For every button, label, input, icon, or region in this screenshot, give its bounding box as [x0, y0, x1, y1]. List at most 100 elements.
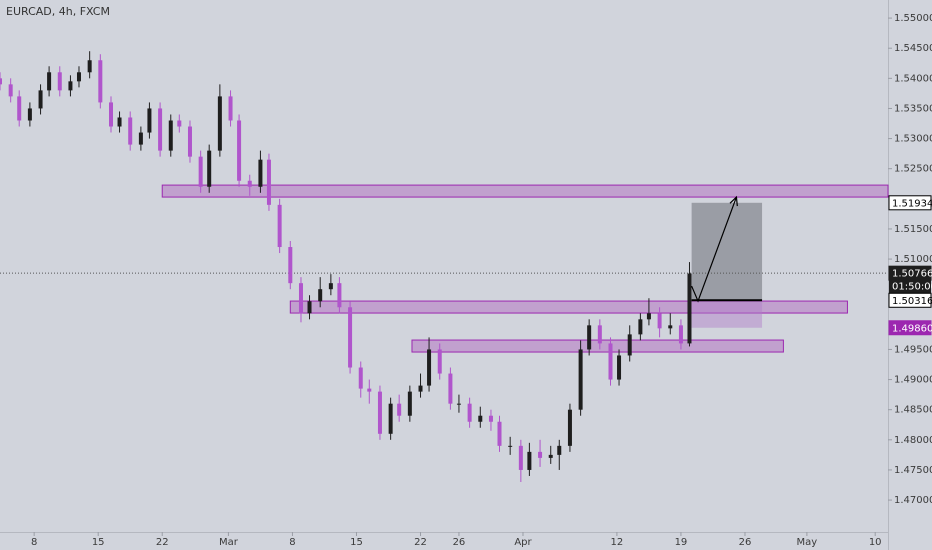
- candle-body: [247, 180, 252, 187]
- candle-body: [678, 325, 683, 344]
- candle-body: [388, 403, 393, 434]
- candle-body: [488, 415, 493, 422]
- candle-body: [467, 403, 472, 422]
- candle-body: [427, 349, 432, 386]
- chart-title: EURCAD, 4h, FXCM: [6, 5, 110, 18]
- candle-body: [38, 90, 43, 109]
- y-tick-label: 1.54000: [894, 73, 932, 84]
- x-tick-label: 10: [869, 537, 882, 548]
- arrow-head: [729, 195, 738, 207]
- candle-body: [597, 325, 602, 344]
- countdown-bg: [889, 280, 931, 294]
- x-tick-label: 15: [350, 537, 363, 548]
- y-tick-label: 1.48500: [894, 405, 932, 416]
- x-tick-label: 22: [156, 537, 169, 548]
- candle-body: [98, 60, 103, 103]
- candle-body: [68, 81, 73, 91]
- candle-body: [587, 325, 592, 350]
- x-tick-label: Mar: [219, 537, 239, 548]
- candle-body: [328, 283, 333, 290]
- candle-body: [627, 334, 632, 356]
- candle-body: [237, 120, 242, 181]
- candle-body: [657, 313, 662, 329]
- zone: [289, 300, 848, 314]
- entry-label-bg: [888, 292, 932, 308]
- candle-body: [168, 120, 173, 151]
- candle-body: [288, 247, 293, 284]
- y-tick-label: 1.51500: [894, 224, 932, 235]
- candle-body: [27, 108, 32, 121]
- x-tick-label: 12: [611, 537, 624, 548]
- candle-body: [128, 117, 133, 145]
- candle-body: [668, 325, 673, 329]
- candle-body: [527, 451, 532, 470]
- candle-body: [138, 132, 143, 145]
- candle-body: [318, 289, 323, 302]
- candle-body: [518, 445, 523, 470]
- zone: [411, 339, 784, 353]
- x-tick-label: May: [797, 537, 818, 548]
- candle-body: [0, 78, 2, 85]
- candle-body: [437, 349, 442, 374]
- target-box: [691, 202, 763, 301]
- x-tick-label: 19: [675, 537, 688, 548]
- y-tick-label: 1.49000: [894, 375, 932, 386]
- x-tick-label: 22: [414, 537, 427, 548]
- candle-body: [277, 204, 282, 248]
- y-tick-label: 1.49500: [894, 344, 932, 355]
- candle-body: [298, 283, 303, 314]
- y-tick-label: 1.55000: [894, 13, 932, 24]
- x-tick-label: 15: [92, 537, 105, 548]
- zone: [161, 184, 889, 198]
- arrow: [691, 196, 738, 303]
- candle-body: [497, 421, 502, 446]
- candle-body: [407, 391, 412, 416]
- candle-body: [557, 445, 562, 455]
- candle-body: [508, 445, 513, 447]
- stop-label-bg: [888, 320, 932, 336]
- x-tick-label: 8: [31, 537, 37, 548]
- candle-body: [109, 102, 113, 127]
- candle-body: [638, 319, 643, 335]
- candle-body: [418, 385, 423, 392]
- candle-body: [8, 84, 13, 97]
- candle-body: [687, 273, 692, 344]
- x-tick-label: 8: [289, 537, 295, 548]
- candle-body: [538, 451, 543, 458]
- candle-body: [307, 301, 312, 314]
- candle-body: [337, 283, 342, 308]
- candle-body: [548, 454, 553, 458]
- candle-body: [217, 96, 222, 151]
- candle-body: [17, 96, 22, 121]
- y-tick-label: 1.48000: [894, 435, 932, 446]
- entry-label: 1.50316: [892, 296, 932, 307]
- y-tick-label: 1.53500: [894, 103, 932, 114]
- y-tick-label: 1.47500: [894, 465, 932, 476]
- stop-label: 1.49860: [892, 323, 932, 334]
- y-tick-label: 1.52500: [894, 164, 932, 175]
- x-tick-label: 26: [453, 537, 466, 548]
- candle-body: [258, 159, 263, 187]
- candle-body: [617, 355, 622, 380]
- candle-body: [456, 403, 461, 405]
- candle-body: [47, 72, 52, 91]
- candle-body: [367, 388, 372, 392]
- candle-body: [177, 120, 182, 127]
- y-tick-label: 1.51000: [894, 254, 932, 265]
- candle-body: [207, 150, 212, 187]
- target-label-bg: [888, 195, 932, 211]
- candle-body: [567, 409, 572, 446]
- stop-box: [691, 300, 763, 328]
- candle-body: [187, 126, 192, 157]
- candle-body: [578, 349, 583, 410]
- candle-body: [478, 415, 483, 422]
- candle-body: [348, 307, 353, 368]
- candle-body: [358, 367, 363, 389]
- candle-body: [377, 391, 382, 434]
- y-tick-label: 1.53000: [894, 134, 932, 145]
- candle-body: [266, 159, 271, 205]
- candle-body: [198, 156, 203, 187]
